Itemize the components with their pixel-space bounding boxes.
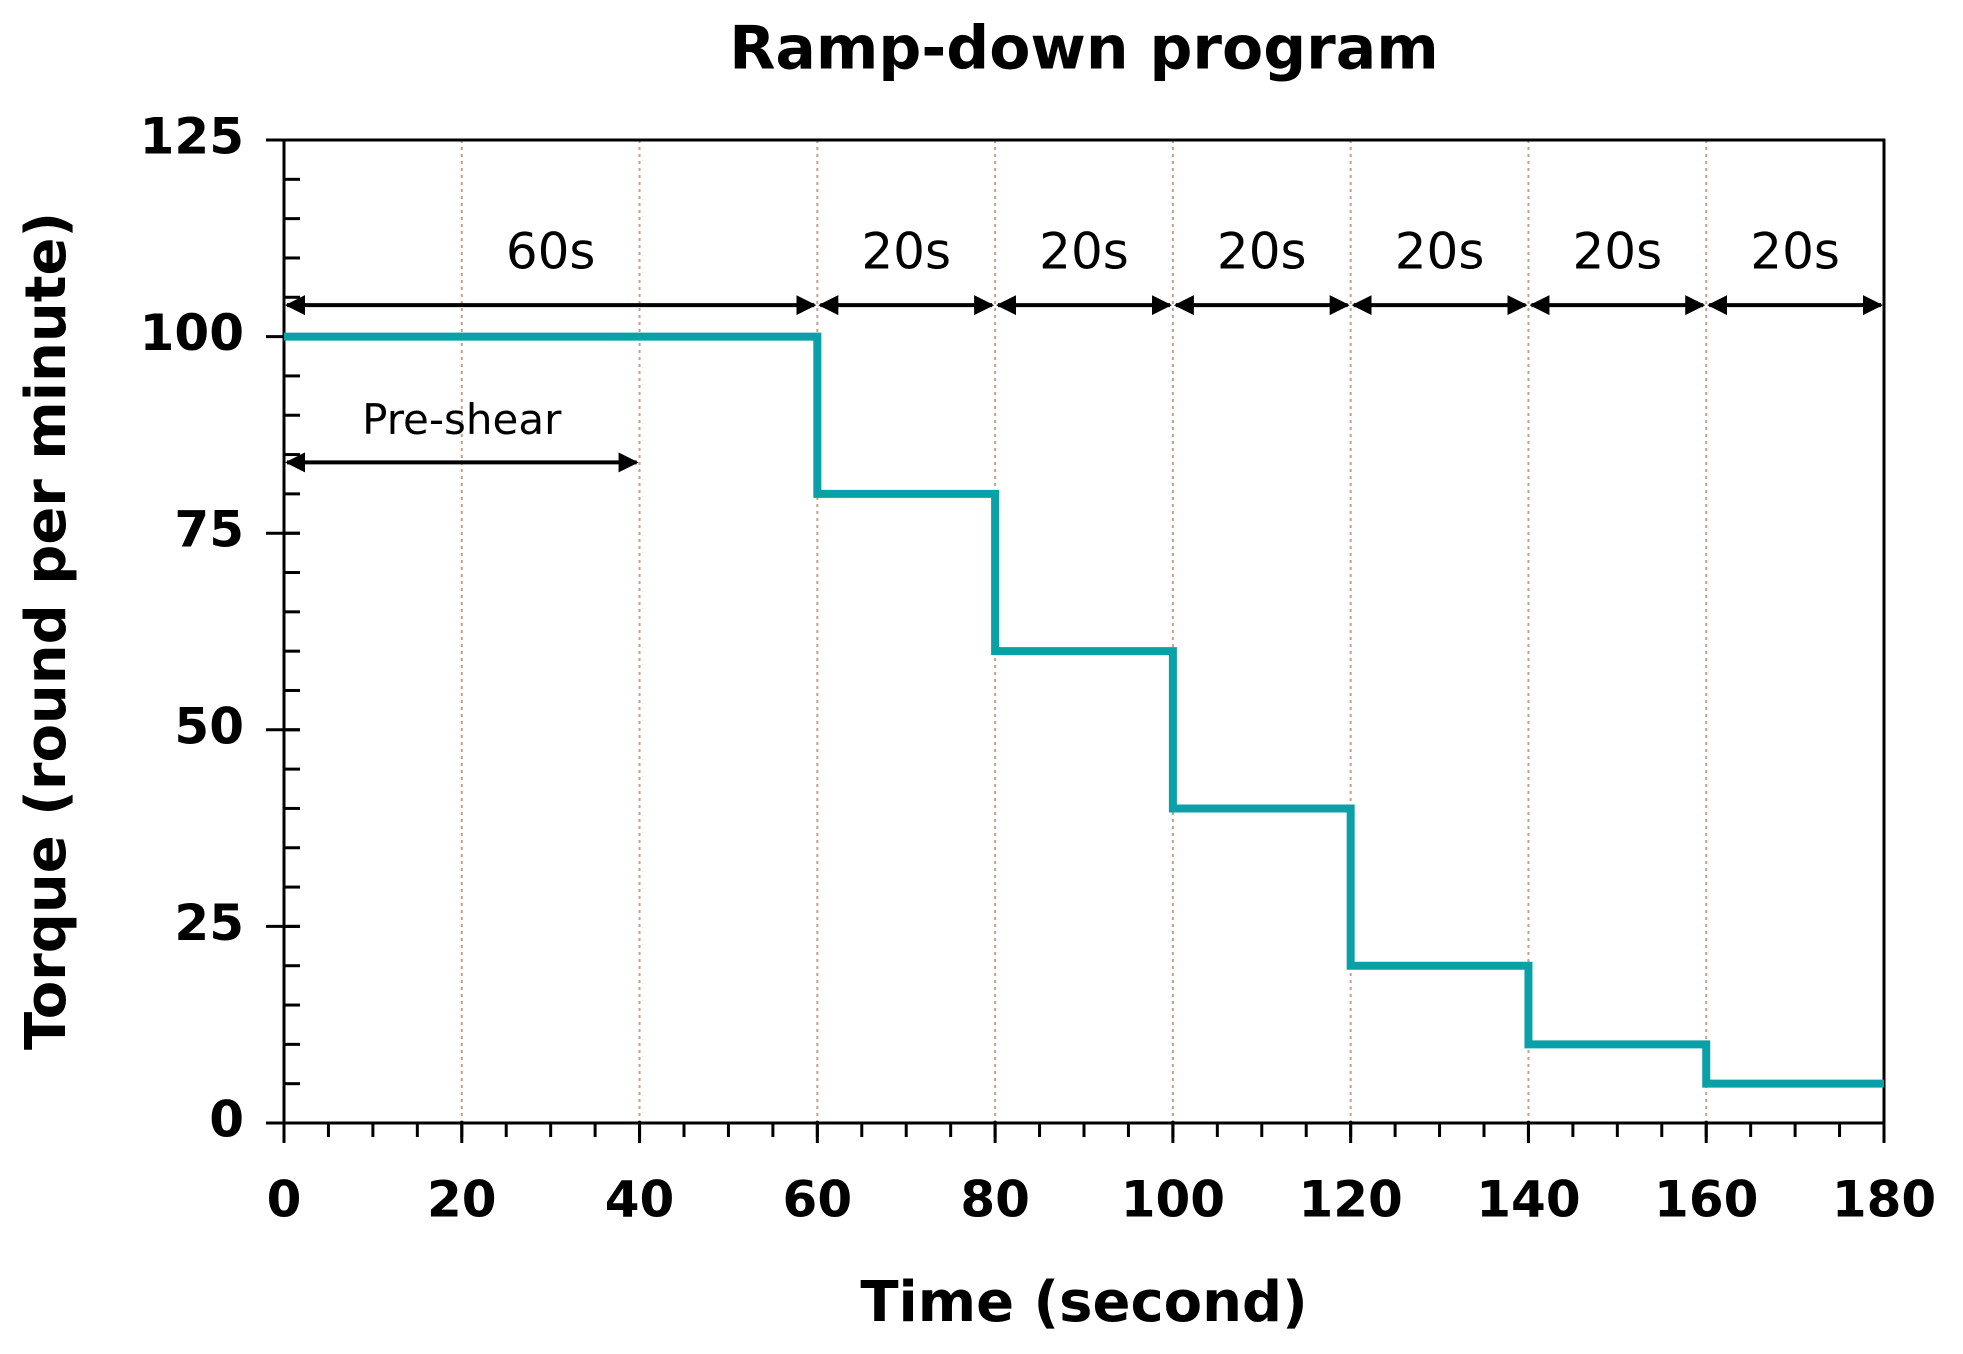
x-tick-label: 20 [427, 1171, 497, 1229]
y-tick-label: 125 [140, 108, 244, 166]
x-tick-label: 160 [1654, 1171, 1758, 1229]
plot-frame [282, 138, 1886, 1125]
x-axis-label: Time (second) [860, 1270, 1307, 1335]
y-axis-label: Torque (round per minute) [14, 212, 79, 1050]
y-tick-label: 50 [174, 697, 244, 755]
x-tick-label: 80 [960, 1171, 1030, 1229]
y-tick-label: 25 [174, 894, 244, 952]
span-label: 20s [1395, 223, 1485, 281]
span-label: 20s [861, 223, 951, 281]
span-label: 60s [506, 223, 596, 281]
x-tick-label: 0 [267, 1171, 302, 1229]
span-label: 20s [1750, 223, 1840, 281]
y-tick-label: 0 [209, 1091, 244, 1149]
chart-title: Ramp-down program [729, 14, 1439, 84]
x-tick-label: 60 [783, 1171, 853, 1229]
data-line [284, 332, 1884, 1088]
span-label: 20s [1039, 223, 1129, 281]
y-tick-label: 100 [140, 304, 244, 362]
span-label: Pre-shear [362, 395, 562, 444]
x-tick-label: 40 [605, 1171, 675, 1229]
x-tick-label: 120 [1298, 1171, 1402, 1229]
y-tick-label: 75 [174, 501, 244, 559]
x-tick-label: 100 [1121, 1171, 1225, 1229]
x-tick-label: 140 [1476, 1171, 1580, 1229]
span-label: 20s [1572, 223, 1662, 281]
span-label: 20s [1217, 223, 1307, 281]
x-tick-label: 180 [1832, 1171, 1936, 1229]
